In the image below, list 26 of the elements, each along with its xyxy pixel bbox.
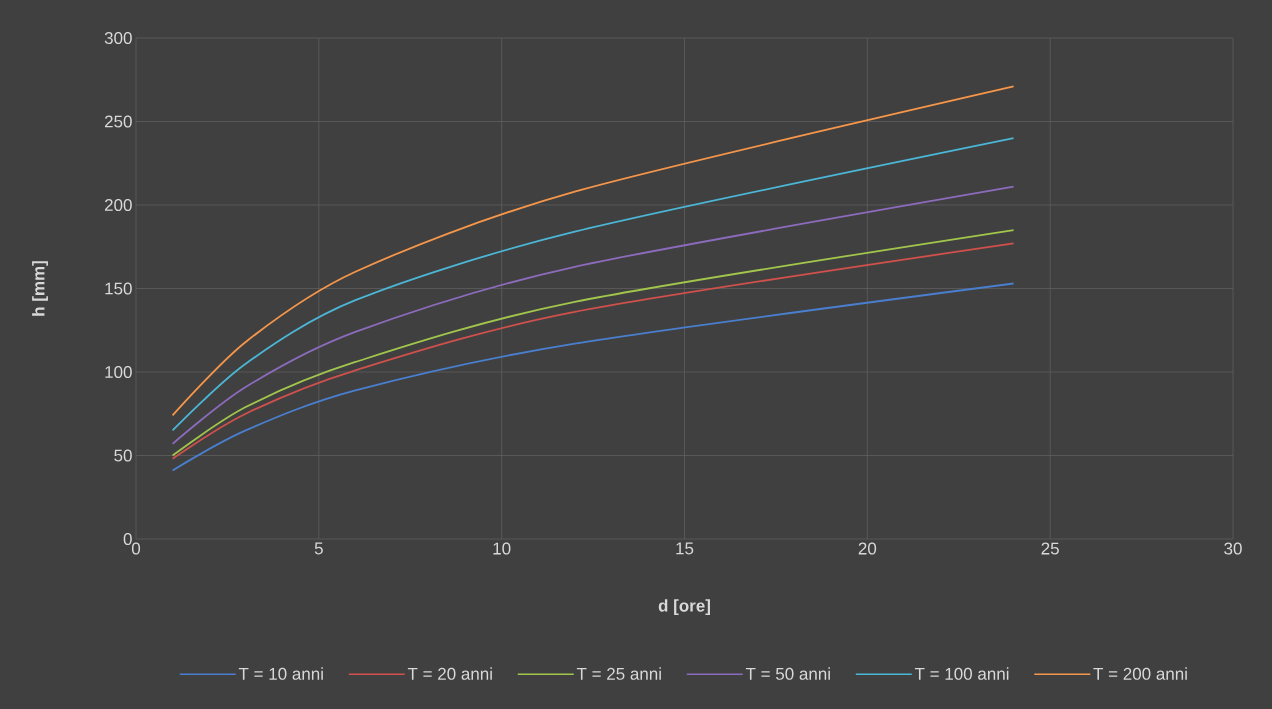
line-series xyxy=(171,85,1015,417)
y-tick-label: 150 xyxy=(105,282,132,295)
x-tick-label: 0 xyxy=(131,542,141,555)
x-tick-label: 15 xyxy=(676,542,694,555)
line-series xyxy=(171,137,1015,432)
y-axis-title: h [mm] xyxy=(32,261,48,316)
legend-label: T = 100 anni xyxy=(914,667,1009,680)
legend-label: T = 25 anni xyxy=(576,667,661,680)
legend-label: T = 200 anni xyxy=(1093,667,1187,680)
y-tick-label: 300 xyxy=(104,31,132,45)
line-series xyxy=(171,282,1015,472)
x-tick-label: 25 xyxy=(1041,542,1059,555)
line-series xyxy=(171,185,1015,445)
legend-label: T = 10 anni xyxy=(238,667,323,680)
legend-label: T = 50 anni xyxy=(745,667,830,680)
y-tick-label: 250 xyxy=(104,115,132,128)
x-tick-label: 30 xyxy=(1224,542,1242,555)
y-tick-label: 0 xyxy=(123,532,132,546)
x-tick-label: 20 xyxy=(858,542,877,555)
y-tick-label: 200 xyxy=(104,198,132,212)
legend-label: T = 20 anni xyxy=(407,667,492,680)
y-tick-label: 50 xyxy=(114,449,132,462)
y-tick-label: 100 xyxy=(105,365,132,379)
x-tick-label: 5 xyxy=(314,542,323,555)
x-tick-label: 10 xyxy=(493,542,511,555)
x-axis-title: d [ore] xyxy=(658,599,710,616)
